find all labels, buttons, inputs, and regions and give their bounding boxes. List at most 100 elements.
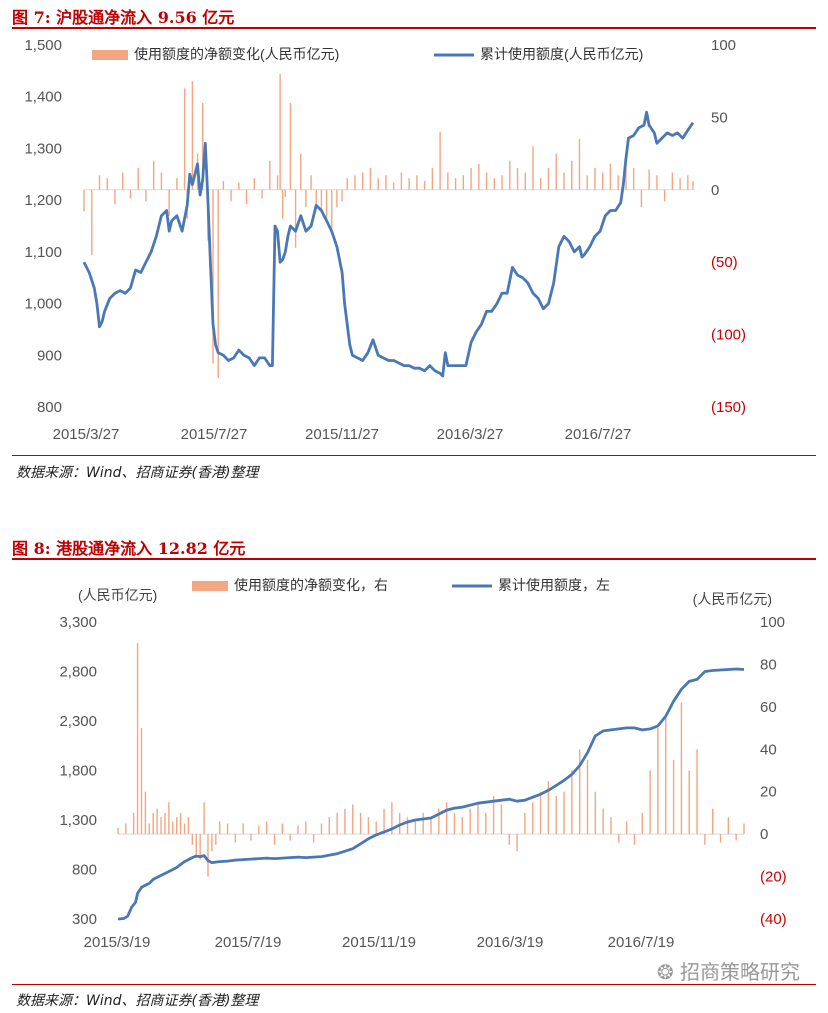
net-change-bar — [175, 817, 178, 835]
figure8-source: 数据来源：Wind、招商证券(香港)整理 — [16, 993, 259, 1009]
net-change-bar — [470, 168, 472, 190]
net-change-bar — [547, 168, 550, 190]
net-change-bar — [122, 172, 124, 190]
net-change-bar — [279, 73, 281, 190]
net-change-bar — [648, 169, 650, 190]
net-change-bar — [563, 172, 565, 190]
net-change-bar — [439, 131, 441, 190]
net-change-bar — [132, 812, 135, 835]
net-change-bar — [625, 160, 627, 190]
net-change-bar — [555, 795, 557, 835]
net-change-bar — [226, 823, 229, 835]
x-tick: 2015/11/19 — [342, 934, 416, 951]
net-change-bar — [555, 153, 557, 190]
net-change-bar — [331, 189, 333, 234]
legend-bar-label: 使用额度的净额变化，右 — [234, 577, 388, 593]
y-right-tick: 20 — [760, 784, 777, 801]
net-change-bar — [312, 834, 315, 843]
net-change-bar — [672, 759, 675, 835]
net-change-bar — [367, 817, 370, 835]
net-change-bar — [594, 168, 596, 190]
net-change-bar — [385, 175, 387, 190]
x-tick: 2015/7/19 — [215, 934, 282, 951]
y-right-tick: 100 — [711, 37, 736, 54]
net-change-bar — [462, 175, 465, 190]
net-change-bar — [633, 834, 636, 845]
net-change-bar — [688, 770, 690, 835]
legend-line-label: 累计使用额度(人民币亿元) — [480, 46, 643, 62]
figure8-title: 图 8: 港股通净流入 12.82 亿元 — [12, 539, 246, 558]
net-change-bar — [341, 189, 343, 202]
net-change-bar — [586, 175, 588, 190]
net-change-bar — [461, 817, 463, 835]
net-change-bar — [657, 728, 659, 835]
y-right-tick: 50 — [711, 109, 728, 126]
net-change-bar — [478, 163, 480, 190]
net-change-bar — [152, 160, 155, 190]
y-right-tick: (40) — [760, 911, 787, 928]
wechat-icon: ❂ — [656, 960, 674, 984]
net-change-bar — [416, 175, 418, 190]
net-change-bar — [207, 834, 209, 877]
net-change-bar — [516, 834, 518, 852]
net-change-bar — [261, 189, 263, 199]
net-change-bar — [508, 834, 510, 845]
net-change-bar — [422, 812, 424, 835]
net-change-bar — [183, 823, 186, 835]
net-change-bar — [454, 178, 457, 190]
net-change-bar — [400, 172, 403, 190]
net-change-bar — [679, 178, 681, 190]
net-change-bar — [609, 163, 612, 190]
net-change-bar — [438, 808, 440, 835]
unit-left: (人民币亿元) — [78, 587, 157, 603]
net-change-bar — [164, 812, 166, 835]
x-tick: 2016/7/19 — [608, 934, 675, 951]
net-change-bar — [578, 139, 581, 190]
net-change-bar — [281, 189, 284, 219]
y-right-tick: 0 — [711, 182, 719, 199]
y-left-tick: 800 — [37, 399, 62, 416]
net-change-bar — [106, 178, 108, 190]
x-tick: 2015/11/27 — [305, 426, 379, 443]
figure7-chart: 1,500 1,400 1,300 1,200 1,100 1,000 900 800 100 5… — [24, 37, 746, 443]
net-change-bar — [230, 189, 232, 202]
net-change-bar — [310, 175, 312, 190]
y-left-tick: 2,800 — [59, 664, 97, 681]
y-left-tick: 1,300 — [59, 812, 97, 829]
net-change-bar — [423, 181, 426, 190]
net-change-bar — [129, 189, 132, 199]
net-change-bar — [137, 168, 139, 190]
net-change-bar — [346, 178, 348, 190]
net-change-bar — [445, 802, 448, 835]
net-change-bar — [294, 189, 297, 248]
net-change-bar — [735, 834, 737, 841]
net-change-bar — [281, 823, 284, 835]
net-change-bar — [222, 181, 225, 190]
net-change-bar — [509, 160, 511, 190]
y-right-tick: 0 — [760, 826, 768, 843]
net-change-bar — [501, 175, 503, 190]
net-change-bar — [632, 168, 635, 190]
net-change-bar — [392, 182, 395, 190]
x-tick: 2015/3/27 — [53, 426, 120, 443]
net-change-bar — [369, 168, 372, 190]
net-change-bar — [352, 804, 354, 835]
net-change-bar — [485, 172, 488, 190]
watermark: ❂ 招商策略研究 — [657, 956, 800, 985]
net-change-bar — [594, 791, 597, 835]
net-change-bar — [344, 808, 346, 835]
y-left-tick: 2,300 — [59, 713, 97, 730]
net-change-bar — [354, 175, 356, 190]
net-change-bar — [586, 759, 589, 835]
net-change-bar — [148, 823, 150, 835]
net-change-bar — [179, 812, 182, 835]
net-change-bar — [325, 189, 328, 219]
net-change-bar — [83, 189, 85, 212]
net-change-bar — [727, 817, 730, 835]
net-change-bar — [168, 802, 170, 835]
net-change-bar — [258, 825, 260, 835]
net-change-bar — [203, 802, 205, 835]
net-change-bar — [212, 189, 214, 364]
net-change-bar — [563, 791, 565, 835]
net-change-bar — [215, 834, 217, 845]
